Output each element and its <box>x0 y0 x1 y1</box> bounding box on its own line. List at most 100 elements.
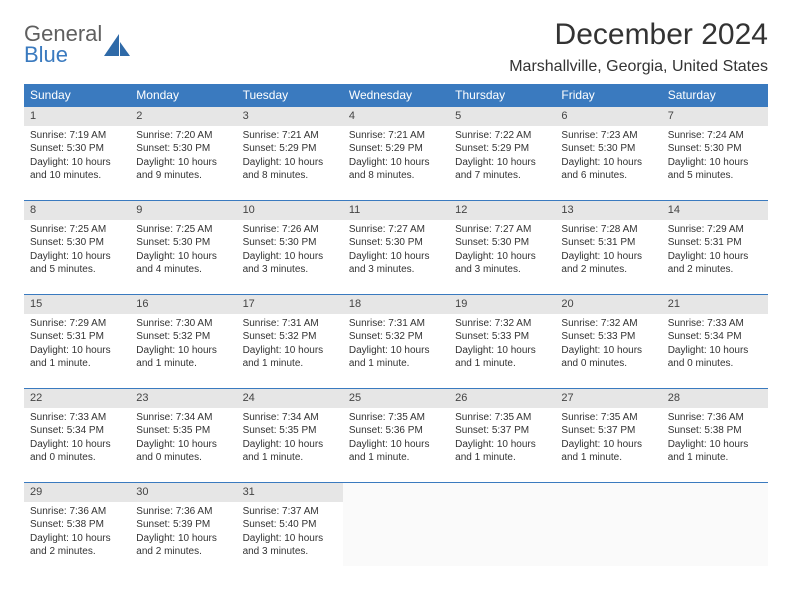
sunrise-text: Sunrise: 7:35 AM <box>349 411 443 425</box>
daylight2-text: and 3 minutes. <box>243 545 337 559</box>
daylight1-text: Daylight: 10 hours <box>243 344 337 358</box>
daylight1-text: Daylight: 10 hours <box>668 438 762 452</box>
sunset-text: Sunset: 5:32 PM <box>136 330 230 344</box>
daylight1-text: Daylight: 10 hours <box>561 250 655 264</box>
sunset-text: Sunset: 5:31 PM <box>30 330 124 344</box>
cell-body: Sunrise: 7:21 AMSunset: 5:29 PMDaylight:… <box>343 126 449 189</box>
day-header-friday: Friday <box>555 84 661 106</box>
daylight1-text: Daylight: 10 hours <box>668 250 762 264</box>
calendar-cell: 1 Sunrise: 7:19 AMSunset: 5:30 PMDaylight… <box>24 106 130 190</box>
sunset-text: Sunset: 5:34 PM <box>30 424 124 438</box>
cell-body: Sunrise: 7:31 AMSunset: 5:32 PMDaylight:… <box>343 314 449 377</box>
daylight1-text: Daylight: 10 hours <box>30 156 124 170</box>
calendar-cell: 8Sunrise: 7:25 AMSunset: 5:30 PMDaylight… <box>24 200 130 284</box>
date-number: 15 <box>24 294 130 314</box>
date-number: 17 <box>237 294 343 314</box>
calendar-cell: 12Sunrise: 7:27 AMSunset: 5:30 PMDayligh… <box>449 200 555 284</box>
sunset-text: Sunset: 5:30 PM <box>349 236 443 250</box>
calendar-cell: 27Sunrise: 7:35 AMSunset: 5:37 PMDayligh… <box>555 388 661 472</box>
date-number: 9 <box>130 200 236 220</box>
date-number: 30 <box>130 482 236 502</box>
cell-body: Sunrise: 7:34 AMSunset: 5:35 PMDaylight:… <box>130 408 236 471</box>
cell-body: Sunrise: 7:24 AMSunset: 5:30 PMDaylight:… <box>662 126 768 189</box>
sunrise-text: Sunrise: 7:36 AM <box>136 505 230 519</box>
sunrise-text: Sunrise: 7:31 AM <box>349 317 443 331</box>
cell-body: Sunrise: 7:30 AMSunset: 5:32 PMDaylight:… <box>130 314 236 377</box>
daylight1-text: Daylight: 10 hours <box>136 250 230 264</box>
daylight1-text: Daylight: 10 hours <box>455 156 549 170</box>
sunset-text: Sunset: 5:30 PM <box>561 142 655 156</box>
daylight1-text: Daylight: 10 hours <box>243 156 337 170</box>
sunset-text: Sunset: 5:29 PM <box>455 142 549 156</box>
daylight2-text: and 2 minutes. <box>136 545 230 559</box>
sunrise-text: Sunrise: 7:34 AM <box>136 411 230 425</box>
daylight2-text: and 1 minute. <box>455 451 549 465</box>
daylight2-text: and 2 minutes. <box>30 545 124 559</box>
day-header-sunday: Sunday <box>24 84 130 106</box>
daylight2-text: and 3 minutes. <box>349 263 443 277</box>
cell-body: Sunrise: 7:31 AMSunset: 5:32 PMDaylight:… <box>237 314 343 377</box>
calendar-grid: Sunday Monday Tuesday Wednesday Thursday… <box>24 84 768 566</box>
calendar-week: 8Sunrise: 7:25 AMSunset: 5:30 PMDaylight… <box>24 200 768 284</box>
daylight1-text: Daylight: 10 hours <box>668 156 762 170</box>
logo-line2: Blue <box>24 45 102 66</box>
sunset-text: Sunset: 5:30 PM <box>30 142 124 156</box>
daylight2-text: and 1 minute. <box>243 451 337 465</box>
calendar-cell: 13Sunrise: 7:28 AMSunset: 5:31 PMDayligh… <box>555 200 661 284</box>
cell-body: Sunrise: 7:25 AMSunset: 5:30 PMDaylight:… <box>130 220 236 283</box>
sunset-text: Sunset: 5:38 PM <box>668 424 762 438</box>
calendar-cell: 10Sunrise: 7:26 AMSunset: 5:30 PMDayligh… <box>237 200 343 284</box>
date-number: 6 <box>555 106 661 126</box>
daylight1-text: Daylight: 10 hours <box>136 156 230 170</box>
calendar-cell: 6Sunrise: 7:23 AMSunset: 5:30 PMDaylight… <box>555 106 661 190</box>
sunrise-text: Sunrise: 7:22 AM <box>455 129 549 143</box>
date-number: 27 <box>555 388 661 408</box>
date-number: 8 <box>24 200 130 220</box>
daylight2-text: and 1 minute. <box>349 357 443 371</box>
sunrise-text: Sunrise: 7:27 AM <box>349 223 443 237</box>
date-number: 23 <box>130 388 236 408</box>
day-header-wednesday: Wednesday <box>343 84 449 106</box>
date-number: 14 <box>662 200 768 220</box>
date-number: 5 <box>449 106 555 126</box>
date-number: 24 <box>237 388 343 408</box>
daylight1-text: Daylight: 10 hours <box>30 250 124 264</box>
sunset-text: Sunset: 5:34 PM <box>668 330 762 344</box>
sunrise-text: Sunrise: 7:21 AM <box>349 129 443 143</box>
daylight2-text: and 1 minute. <box>668 451 762 465</box>
sunrise-text: Sunrise: 7:30 AM <box>136 317 230 331</box>
sunrise-text: Sunrise: 7:27 AM <box>455 223 549 237</box>
date-number: 21 <box>662 294 768 314</box>
week-spacer <box>24 378 768 388</box>
date-number: 13 <box>555 200 661 220</box>
date-number: 1 <box>24 106 130 126</box>
calendar-cell: 11Sunrise: 7:27 AMSunset: 5:30 PMDayligh… <box>343 200 449 284</box>
sunrise-text: Sunrise: 7:29 AM <box>668 223 762 237</box>
calendar-cell: 4Sunrise: 7:21 AMSunset: 5:29 PMDaylight… <box>343 106 449 190</box>
daylight2-text: and 0 minutes. <box>30 451 124 465</box>
cell-body: Sunrise: 7:20 AMSunset: 5:30 PMDaylight:… <box>130 126 236 189</box>
sunset-text: Sunset: 5:38 PM <box>30 518 124 532</box>
cell-body: Sunrise: 7:33 AMSunset: 5:34 PMDaylight:… <box>24 408 130 471</box>
cell-body: Sunrise: 7:26 AMSunset: 5:30 PMDaylight:… <box>237 220 343 283</box>
calendar-cell: 16Sunrise: 7:30 AMSunset: 5:32 PMDayligh… <box>130 294 236 378</box>
cell-body: Sunrise: 7:32 AMSunset: 5:33 PMDaylight:… <box>449 314 555 377</box>
sunset-text: Sunset: 5:32 PM <box>349 330 443 344</box>
cell-body: Sunrise: 7:36 AMSunset: 5:38 PMDaylight:… <box>24 502 130 565</box>
calendar-cell: 23Sunrise: 7:34 AMSunset: 5:35 PMDayligh… <box>130 388 236 472</box>
sunset-text: Sunset: 5:29 PM <box>349 142 443 156</box>
daylight1-text: Daylight: 10 hours <box>349 344 443 358</box>
date-number: 4 <box>343 106 449 126</box>
sunset-text: Sunset: 5:30 PM <box>30 236 124 250</box>
cell-body: Sunrise: 7:35 AMSunset: 5:36 PMDaylight:… <box>343 408 449 471</box>
calendar-cell: 28Sunrise: 7:36 AMSunset: 5:38 PMDayligh… <box>662 388 768 472</box>
sunrise-text: Sunrise: 7:19 AM <box>30 129 124 143</box>
sunrise-text: Sunrise: 7:31 AM <box>243 317 337 331</box>
calendar-cell <box>662 482 768 566</box>
cell-body: Sunrise: 7:35 AMSunset: 5:37 PMDaylight:… <box>449 408 555 471</box>
date-number: 28 <box>662 388 768 408</box>
calendar-cell: 26Sunrise: 7:35 AMSunset: 5:37 PMDayligh… <box>449 388 555 472</box>
day-header-row: Sunday Monday Tuesday Wednesday Thursday… <box>24 84 768 106</box>
week-spacer <box>24 284 768 294</box>
calendar-cell: 22Sunrise: 7:33 AMSunset: 5:34 PMDayligh… <box>24 388 130 472</box>
